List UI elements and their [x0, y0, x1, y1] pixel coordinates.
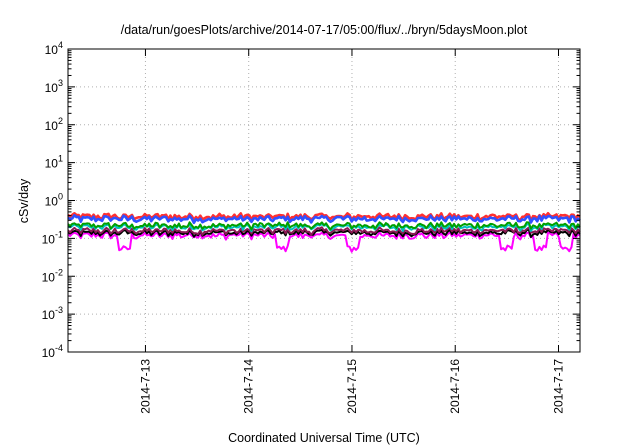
y-tick-label: 101: [45, 154, 63, 171]
series-group: [67, 211, 581, 253]
chart-title: /data/run/goesPlots/archive/2014-07-17/0…: [121, 23, 528, 37]
x-tick-label: 2014-7-13: [138, 359, 152, 414]
x-tick-label: 2014-7-14: [242, 359, 256, 414]
y-tick-label: 10-3: [42, 305, 63, 322]
y-tick-label: 102: [45, 116, 63, 133]
series-line: [67, 214, 581, 225]
y-tick-label: 10-2: [42, 267, 63, 284]
y-tick-label: 100: [45, 192, 63, 209]
x-tick-label: 2014-7-17: [551, 359, 565, 414]
y-axis-label: cSv/day: [17, 178, 31, 223]
series-line: [67, 221, 581, 231]
gridlines: [68, 49, 580, 352]
series-line: [67, 228, 581, 238]
tick-marks: [68, 48, 580, 353]
x-axis-label: Coordinated Universal Time (UTC): [228, 431, 420, 445]
x-tick-label: 2014-7-16: [448, 359, 462, 414]
series-line: [67, 231, 581, 253]
x-tick-label: 2014-7-15: [345, 359, 359, 414]
series-line: [67, 226, 581, 236]
y-tick-label: 10-4: [42, 343, 63, 360]
y-tick-label: 104: [45, 40, 63, 57]
x-tick-labels: 2014-7-13 2014-7-14 2014-7-15 2014-7-16 2014…: [138, 359, 565, 414]
y-tick-label: 10-1: [42, 229, 63, 246]
y-tick-label: 103: [45, 78, 63, 95]
y-tick-labels: 10-4 10-3 10-2 10-1 100 101 102 103 104: [42, 40, 63, 360]
